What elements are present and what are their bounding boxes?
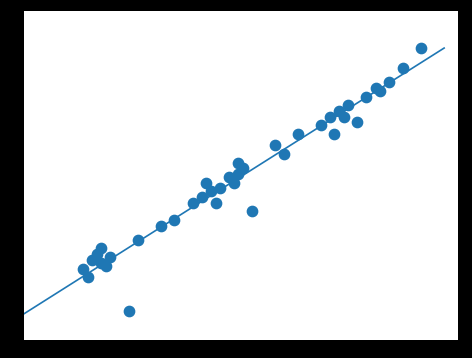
Point [88,257,96,263]
Point [280,151,288,157]
Point [102,263,110,268]
Point [376,88,384,94]
Point [207,188,215,194]
Point [93,251,101,257]
Point [271,142,279,148]
Point [125,309,133,314]
Point [98,246,105,251]
Point [98,260,105,266]
Point [134,237,142,243]
Point [157,223,165,228]
Point [84,274,92,280]
Point [326,114,334,120]
Point [354,120,361,125]
Point [171,217,178,223]
Point [107,254,114,260]
Point [198,194,206,200]
Point [189,200,196,205]
Point [294,131,302,137]
Point [345,102,352,108]
Point [235,171,242,177]
Point [418,45,425,51]
Point [386,79,393,85]
Point [362,94,370,100]
Point [248,208,256,214]
Point [335,108,343,114]
Point [235,160,242,165]
Point [331,131,338,137]
Point [202,180,210,185]
Point [399,65,407,71]
Point [317,122,324,128]
Point [230,180,237,185]
Point [239,165,247,171]
Point [226,174,233,180]
Point [79,266,87,271]
Point [216,185,224,191]
Point [372,85,379,91]
Point [212,200,219,205]
Point [340,114,347,120]
